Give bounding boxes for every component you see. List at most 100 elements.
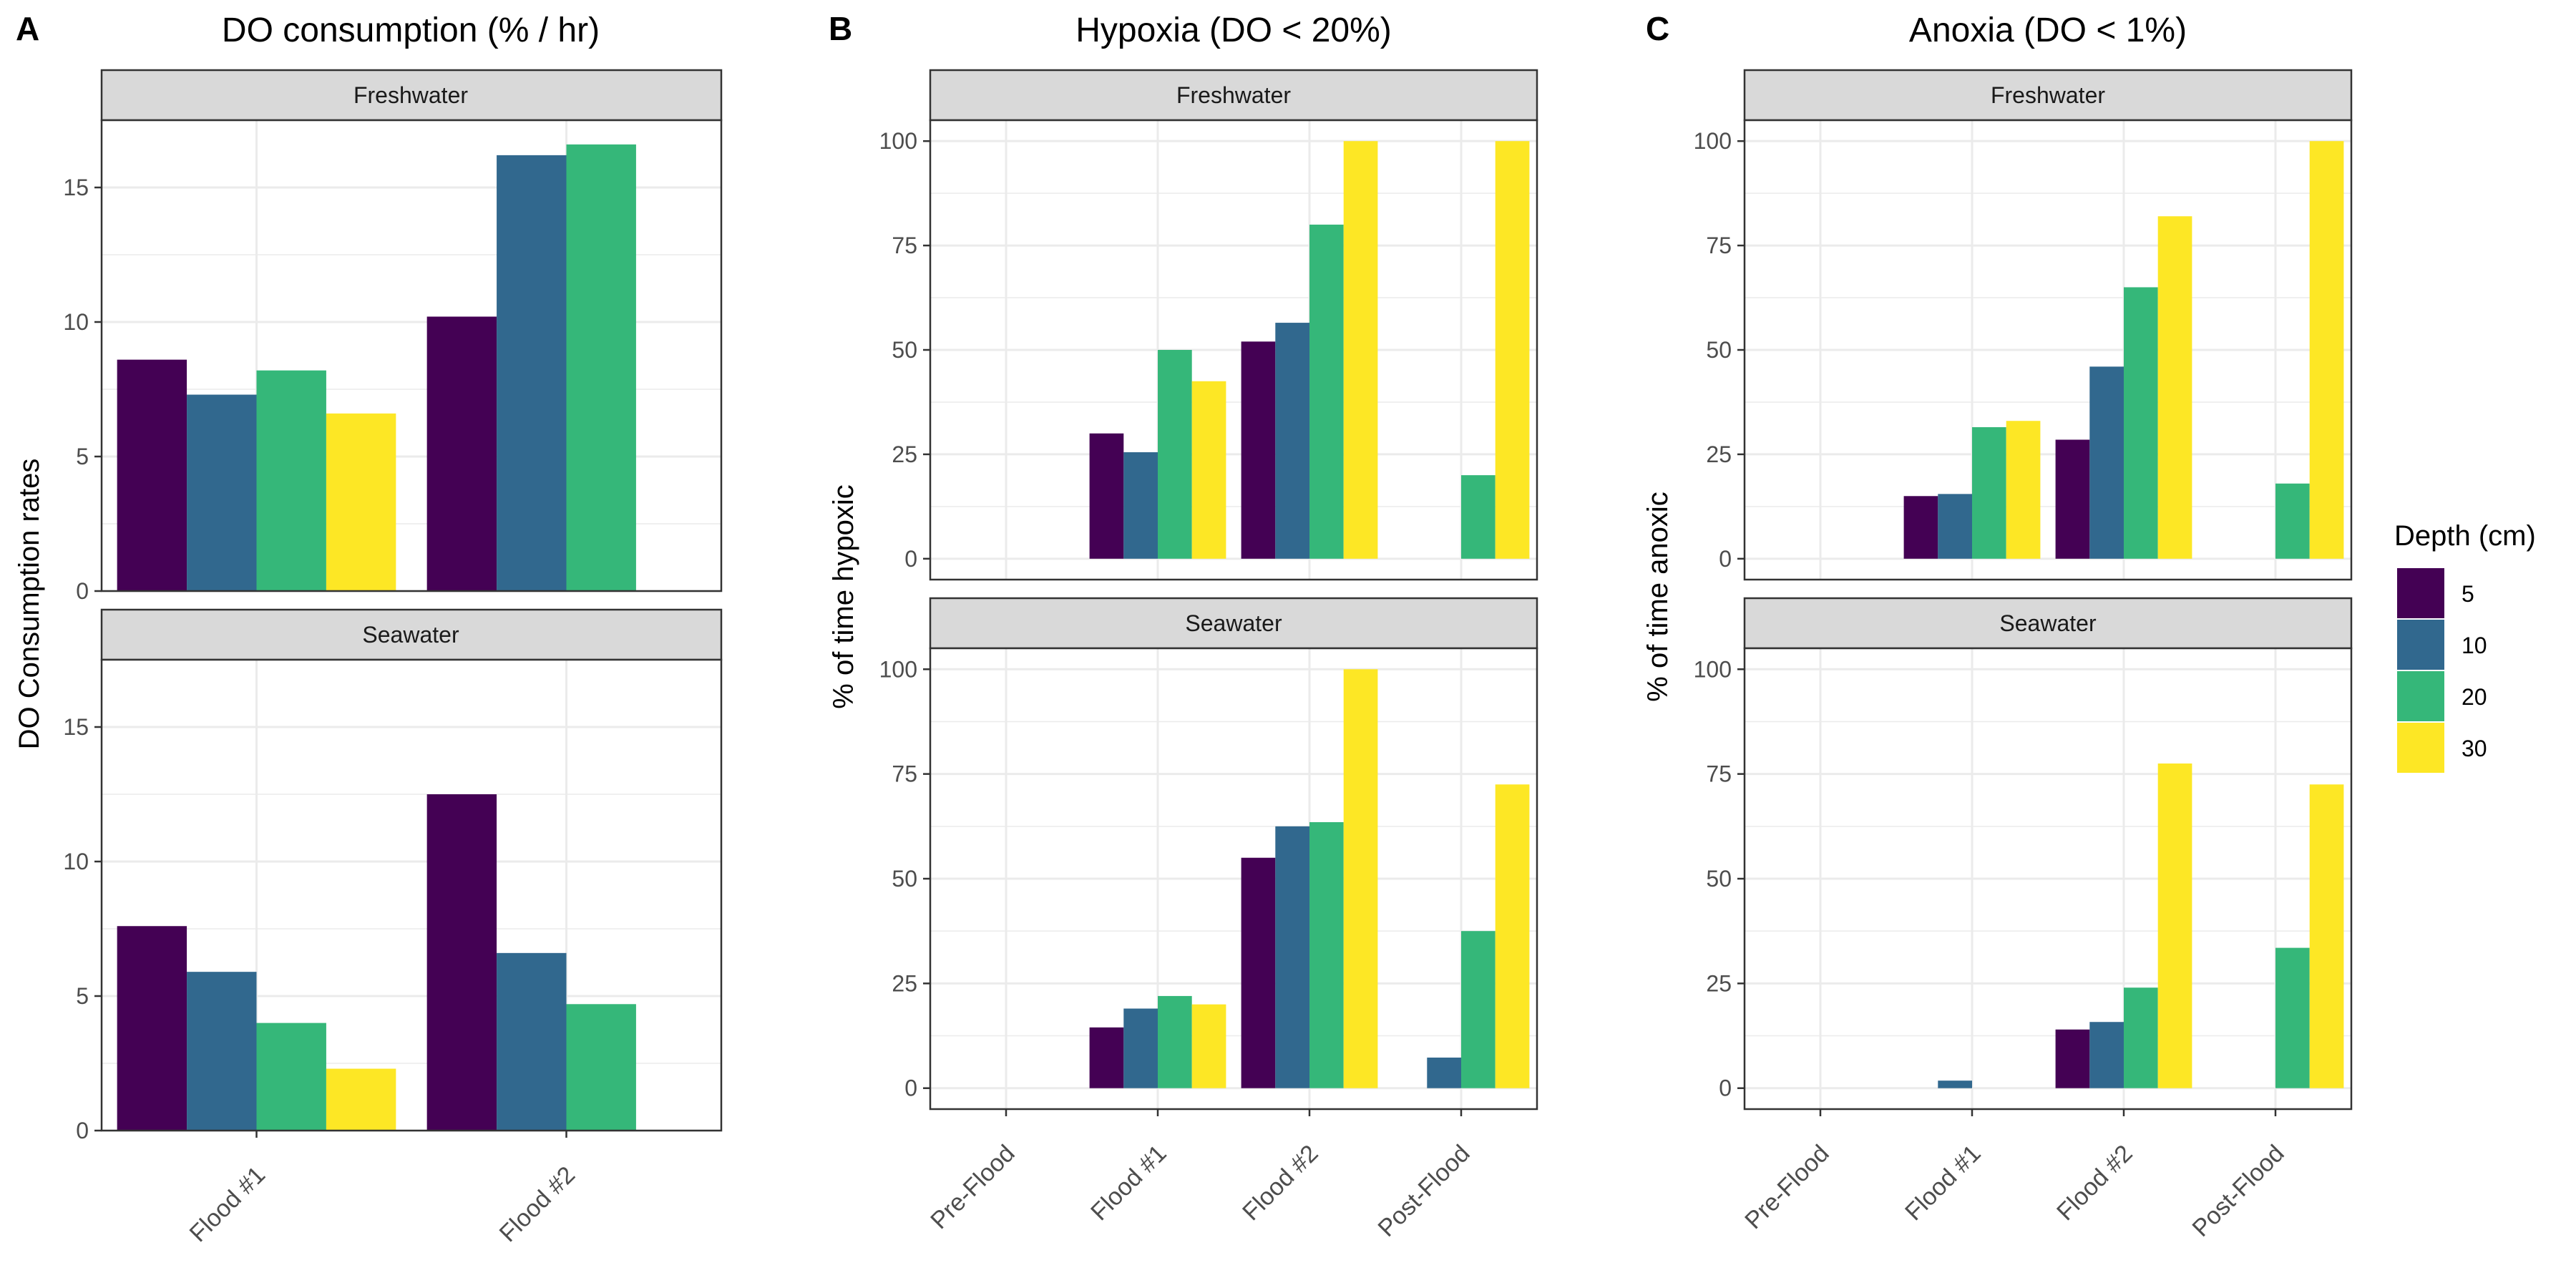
- bar-c-freshwater-flood2-depth-5: [2055, 439, 2090, 559]
- panel-border: [100, 119, 723, 592]
- bar-b-seawater-flood1-depth-5: [1089, 1027, 1124, 1088]
- facet-a-freshwater: 0 5 10 15: [63, 69, 723, 604]
- panel-border: [929, 647, 1538, 1111]
- y-tick-label: 0: [904, 1075, 917, 1101]
- bar-a-seawater-flood1-depth-20: [256, 1023, 326, 1131]
- y-axis-title-a: DO Consumption rates: [14, 459, 45, 750]
- y-tick-label: 0: [1719, 546, 1732, 572]
- y-tick-label: 0: [76, 578, 89, 604]
- bar-c-freshwater-flood1-depth-10: [1938, 494, 1972, 559]
- bar-b-freshwater-flood2-depth-10: [1275, 323, 1309, 559]
- bar-b-seawater-flood2-depth-30: [1343, 669, 1378, 1088]
- y-tick-label: 25: [892, 441, 917, 467]
- legend-key-20: [2397, 671, 2444, 721]
- bar-b-seawater-flood1-depth-10: [1123, 1008, 1158, 1088]
- bar-c-seawater-flood2-depth-30: [2157, 763, 2192, 1088]
- legend-label-30: 30: [2462, 736, 2487, 761]
- y-tick-label: 25: [1706, 441, 1732, 467]
- bar-b-seawater-postflood-depth-30: [1495, 784, 1530, 1088]
- y-tick-label: 25: [892, 970, 917, 996]
- bar-b-freshwater-flood1-depth-30: [1191, 381, 1226, 559]
- y-tick-label: 100: [1694, 656, 1732, 682]
- y-tick-label: 50: [892, 866, 917, 892]
- bar-c-seawater-flood2-depth-20: [2124, 987, 2158, 1088]
- panel-label-c: C: [1646, 10, 1669, 47]
- bar-b-freshwater-flood2-depth-5: [1241, 341, 1276, 559]
- panel-label-a: A: [16, 10, 39, 47]
- bar-c-seawater-postflood-depth-30: [2309, 784, 2344, 1088]
- bar-a-freshwater-flood2-depth-5: [426, 316, 497, 591]
- bar-c-freshwater-postflood-depth-20: [2275, 483, 2310, 559]
- bar-b-freshwater-flood1-depth-20: [1158, 350, 1192, 559]
- strip-b-freshwater: [929, 69, 1538, 122]
- legend-label-20: 20: [2462, 684, 2487, 710]
- strip-label-b-seawater: Seawater: [1185, 610, 1282, 636]
- y-tick-label: 100: [879, 128, 917, 154]
- bar-b-seawater-postflood-depth-10: [1427, 1057, 1461, 1088]
- facet-b-freshwater: 0 25 50 75 100: [879, 69, 1538, 581]
- y-tick-label: 75: [892, 233, 917, 258]
- legend-key-10: [2397, 620, 2444, 670]
- bar-b-freshwater-flood2-depth-20: [1309, 224, 1344, 559]
- bar-a-freshwater-flood1-depth-20: [256, 370, 326, 591]
- y-tick-label: 75: [1706, 233, 1732, 258]
- bar-c-freshwater-flood1-depth-5: [1903, 496, 1938, 559]
- bar-a-freshwater-flood2-depth-20: [566, 144, 636, 592]
- chart-title-c: Anoxia (DO < 1%): [1909, 11, 2187, 49]
- panel-label-b: B: [829, 10, 852, 47]
- legend: Depth (cm) 5 10 20 30: [2394, 520, 2536, 773]
- y-axis-title-c: % of time anoxic: [1642, 492, 1674, 701]
- bar-b-seawater-postflood-depth-20: [1461, 931, 1496, 1088]
- bar-a-seawater-flood1-depth-30: [326, 1068, 396, 1131]
- chart-title-a: DO consumption (% / hr): [222, 11, 600, 49]
- bar-c-seawater-flood2-depth-10: [2089, 1022, 2124, 1088]
- bar-a-freshwater-flood1-depth-5: [117, 359, 187, 591]
- bar-b-seawater-flood2-depth-10: [1275, 826, 1309, 1088]
- bar-a-seawater-flood1-depth-10: [187, 972, 257, 1131]
- bar-b-freshwater-flood1-depth-5: [1089, 433, 1124, 559]
- y-tick-label: 75: [892, 761, 917, 787]
- y-tick-label: 5: [76, 444, 89, 469]
- strip-c-freshwater: [1743, 69, 2353, 122]
- bar-b-seawater-flood1-depth-20: [1158, 995, 1192, 1088]
- bar-b-freshwater-flood2-depth-30: [1343, 141, 1378, 559]
- bar-c-freshwater-flood1-depth-30: [2006, 421, 2041, 559]
- y-tick-label: 0: [1719, 1075, 1732, 1101]
- y-tick-label: 50: [1706, 866, 1732, 892]
- y-tick-label: 50: [892, 337, 917, 363]
- y-tick-label: 75: [1706, 761, 1732, 787]
- panel-border: [929, 119, 1538, 581]
- bar-c-freshwater-flood2-depth-30: [2157, 216, 2192, 559]
- bar-c-freshwater-flood2-depth-20: [2124, 287, 2158, 559]
- y-tick-label: 25: [1706, 970, 1732, 996]
- legend-title: Depth (cm): [2394, 520, 2536, 552]
- strip-a-freshwater: [100, 69, 723, 122]
- y-tick-label: 10: [63, 849, 89, 874]
- y-axis-title-b: % of time hypoxic: [828, 484, 859, 708]
- facet-c-freshwater: 0 25 50 75 100: [1694, 69, 2353, 581]
- bar-a-freshwater-flood1-depth-30: [326, 413, 396, 591]
- y-tick-label: 15: [63, 714, 89, 740]
- panel-border: [1743, 119, 2353, 581]
- panel-border: [1743, 647, 2353, 1111]
- bar-c-freshwater-flood1-depth-20: [1972, 426, 2006, 559]
- bar-b-freshwater-flood1-depth-10: [1123, 452, 1158, 559]
- legend-key-5: [2397, 568, 2444, 618]
- strip-c-seawater: [1743, 597, 2353, 650]
- bar-a-freshwater-flood1-depth-10: [187, 394, 257, 591]
- y-tick-label: 100: [1694, 128, 1732, 154]
- legend-key-30: [2397, 723, 2444, 773]
- strip-label-c-freshwater: Freshwater: [1991, 82, 2105, 108]
- bar-b-seawater-flood1-depth-30: [1191, 1004, 1226, 1088]
- strip-label-c-seawater: Seawater: [1999, 610, 2097, 636]
- bar-c-freshwater-postflood-depth-30: [2309, 141, 2344, 559]
- bar-a-freshwater-flood2-depth-10: [497, 155, 567, 591]
- bar-c-seawater-postflood-depth-20: [2275, 947, 2310, 1088]
- strip-label-b-freshwater: Freshwater: [1176, 82, 1291, 108]
- bar-b-freshwater-postflood-depth-30: [1495, 141, 1530, 559]
- bar-a-seawater-flood1-depth-5: [117, 926, 187, 1131]
- y-tick-label: 0: [76, 1118, 89, 1143]
